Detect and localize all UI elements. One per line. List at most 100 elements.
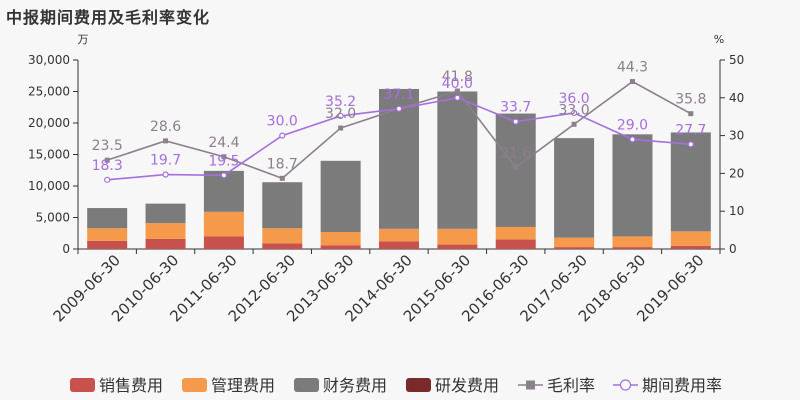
bar-segment xyxy=(145,238,186,249)
line-point xyxy=(513,164,519,170)
line-point xyxy=(395,105,403,112)
left-axis-tick-label: 15,000 xyxy=(28,148,70,162)
left-axis-tick-label: 30,000 xyxy=(28,53,70,67)
data-label: 32.0 xyxy=(325,106,356,122)
bar-segment xyxy=(554,237,595,248)
line-point xyxy=(454,94,461,101)
bar-segment xyxy=(670,245,711,249)
bar-segment xyxy=(145,223,186,239)
bar-segment xyxy=(320,160,361,232)
right-axis-tick-label: 50 xyxy=(729,53,744,67)
data-label: 35.8 xyxy=(675,92,706,108)
bar-segment xyxy=(262,182,303,229)
line-point xyxy=(104,157,110,163)
legend-label: 财务费用 xyxy=(323,376,387,395)
legend-label: 销售费用 xyxy=(99,376,163,395)
data-label: 18.3 xyxy=(92,158,123,174)
line-point xyxy=(629,79,635,85)
data-label: 19.5 xyxy=(208,153,239,169)
data-label: 30.0 xyxy=(267,114,298,130)
left-axis-tick-label: 25,000 xyxy=(28,85,70,99)
bar-segment xyxy=(554,138,595,238)
bar-segment xyxy=(495,239,536,249)
bar-segment xyxy=(320,231,361,246)
bar-segment xyxy=(612,134,653,237)
line-point xyxy=(279,132,286,139)
bar-segment xyxy=(262,228,303,244)
line-point xyxy=(512,118,519,125)
right-axis-tick-label: 0 xyxy=(729,242,737,256)
bar-segment xyxy=(320,245,361,249)
data-label: 27.7 xyxy=(675,122,706,138)
line-point xyxy=(279,175,285,181)
bar-segment xyxy=(87,208,128,229)
bar-segment xyxy=(145,203,186,224)
bar-segment xyxy=(670,132,711,232)
bar-segment xyxy=(379,88,419,229)
line-point xyxy=(454,88,460,94)
right-axis-tick-label: 20 xyxy=(729,166,744,180)
data-label: 29.0 xyxy=(617,117,648,133)
bar-segment xyxy=(87,228,128,241)
left-axis-tick-label: 20,000 xyxy=(28,116,70,130)
data-label: 18.7 xyxy=(267,156,298,172)
line-point xyxy=(688,111,694,117)
right-axis-unit: % xyxy=(714,33,724,46)
data-label: 33.7 xyxy=(500,100,531,116)
data-label: 21.6 xyxy=(500,145,531,161)
legend-label: 管理费用 xyxy=(211,376,275,395)
data-label: 37.1 xyxy=(383,87,414,103)
left-axis-tick-label: 10,000 xyxy=(28,179,70,193)
bar-segment xyxy=(437,228,478,245)
legend-swatch xyxy=(406,378,431,392)
legend-marker xyxy=(526,380,535,390)
bar-segment xyxy=(203,211,244,237)
bar-segment xyxy=(495,226,536,240)
line-point xyxy=(163,138,169,144)
line-point xyxy=(337,112,344,120)
legend-label: 毛利率 xyxy=(547,376,595,395)
data-label: 40.0 xyxy=(442,76,473,92)
data-label: 28.6 xyxy=(150,119,181,135)
line-point xyxy=(338,125,344,131)
legend-label: 研发费用 xyxy=(435,376,499,395)
bar-segment xyxy=(203,236,244,249)
data-label: 41.8 xyxy=(442,69,473,85)
legend-swatch xyxy=(70,378,95,392)
bar-segment xyxy=(554,247,595,249)
bar-segment xyxy=(379,228,419,242)
bar-segment xyxy=(262,243,303,249)
data-label: 35.2 xyxy=(325,94,356,110)
left-axis-unit: 万 xyxy=(78,33,89,46)
line-point xyxy=(629,136,636,143)
data-label: 37.1 xyxy=(383,87,414,103)
right-axis-tick-label: 30 xyxy=(729,129,744,143)
legend-swatch xyxy=(182,378,207,392)
bar-segment xyxy=(87,240,128,249)
data-label: 44.3 xyxy=(617,60,648,76)
bar-segment xyxy=(612,236,653,248)
bar-segment xyxy=(612,247,653,249)
left-axis-tick-label: 5,000 xyxy=(36,211,70,225)
legend-marker xyxy=(619,379,632,391)
data-label: 24.4 xyxy=(208,135,239,151)
data-label: 36.0 xyxy=(559,91,590,107)
data-label: 23.5 xyxy=(92,138,123,154)
bar-segment xyxy=(437,91,478,229)
left-axis-tick-label: 0 xyxy=(62,242,70,256)
line-point xyxy=(571,121,577,127)
line-point xyxy=(104,176,111,183)
line-point xyxy=(221,154,227,160)
data-label: 33.0 xyxy=(559,102,590,118)
data-label: 19.7 xyxy=(150,153,181,169)
bar-segment xyxy=(670,231,711,246)
line-point xyxy=(687,141,694,148)
right-axis-tick-label: 40 xyxy=(729,91,744,105)
legend-label: 期间费用率 xyxy=(642,376,722,395)
bar-segment xyxy=(495,113,536,227)
line-point xyxy=(220,172,228,179)
chart-title: 中报期间费用及毛利率变化 xyxy=(6,8,211,27)
line-point xyxy=(162,171,169,178)
